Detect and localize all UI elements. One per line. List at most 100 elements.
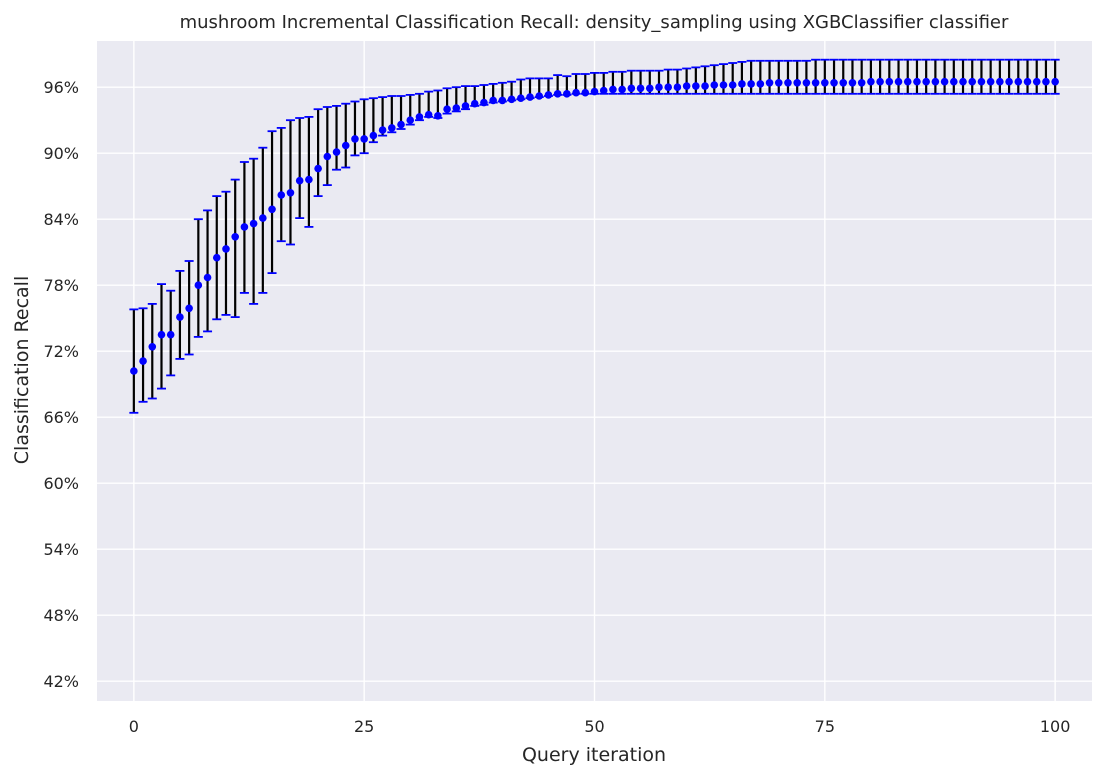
- error-bar: [783, 59, 793, 95]
- data-point: [443, 105, 451, 113]
- data-point: [599, 86, 608, 95]
- data-point: [857, 79, 866, 87]
- data-point: [701, 82, 709, 90]
- data-point: [986, 77, 995, 86]
- data-point: [710, 81, 719, 89]
- data-point: [139, 357, 147, 365]
- data-point: [655, 83, 663, 91]
- data-point: [212, 253, 221, 262]
- error-bar: [1041, 58, 1051, 95]
- error-bar: [138, 307, 148, 403]
- data-point: [821, 79, 829, 87]
- data-point: [839, 79, 848, 87]
- data-point: [194, 281, 203, 290]
- data-point: [203, 273, 212, 282]
- data-point: [507, 95, 516, 104]
- data-point: [581, 88, 590, 97]
- error-bar: [267, 130, 277, 275]
- error-bar: [866, 58, 876, 95]
- error-bar: [350, 100, 360, 157]
- error-bar: [765, 59, 775, 95]
- data-point: [434, 112, 442, 120]
- data-point: [747, 80, 755, 88]
- error-bar: [986, 58, 996, 95]
- data-point: [185, 304, 193, 313]
- y-tick-labels: 42% 48% 54% 60% 66% 72% 78% 84% 90% 96%: [43, 78, 79, 691]
- data-point: [489, 96, 497, 105]
- data-point: [885, 77, 894, 86]
- error-bar: [801, 59, 811, 95]
- error-bar: [903, 58, 913, 95]
- data-point: [738, 80, 746, 88]
- data-point: [259, 214, 267, 222]
- error-bar: [332, 105, 342, 171]
- data-point: [931, 77, 940, 86]
- data-point: [940, 77, 949, 86]
- chart-title: mushroom Incremental Classification Reca…: [180, 12, 1009, 33]
- data-point: [498, 96, 507, 105]
- error-bar: [792, 59, 802, 95]
- data-point: [176, 313, 184, 321]
- data-point: [516, 94, 525, 102]
- x-tick-labels: 0 25 50 75 100: [129, 717, 1071, 736]
- data-point: [277, 191, 286, 199]
- data-point: [609, 85, 617, 94]
- error-bar: [1050, 58, 1060, 95]
- error-bar: [995, 58, 1005, 95]
- error-bar: [967, 58, 977, 95]
- data-point: [130, 367, 138, 375]
- data-point: [388, 124, 396, 132]
- data-point: [1042, 77, 1050, 86]
- data-point: [148, 343, 157, 351]
- y-tick-label: 90%: [43, 144, 79, 163]
- data-point: [590, 87, 599, 96]
- data-point: [1032, 77, 1041, 86]
- data-point: [240, 223, 249, 231]
- error-bar: [958, 58, 968, 95]
- data-point: [673, 83, 682, 91]
- data-point: [295, 176, 304, 185]
- y-axis-label: Classification Recall: [11, 276, 33, 464]
- data-point: [157, 330, 166, 339]
- x-tick-label: 0: [129, 717, 139, 736]
- y-tick-label: 54%: [43, 540, 79, 559]
- x-tick-label: 25: [354, 717, 374, 736]
- data-point: [774, 79, 783, 87]
- data-point: [461, 102, 470, 110]
- data-point: [719, 81, 728, 89]
- error-bar: [147, 302, 157, 400]
- error-bar: [774, 59, 784, 95]
- data-point: [728, 81, 737, 89]
- data-point: [645, 84, 654, 93]
- data-point: [903, 77, 912, 86]
- data-point: [968, 77, 977, 86]
- data-point: [802, 79, 811, 87]
- data-point: [950, 77, 958, 86]
- error-bar: [847, 58, 857, 95]
- error-bar: [129, 308, 139, 414]
- x-tick-label: 75: [815, 717, 835, 736]
- error-bar: [359, 98, 369, 155]
- error-bar: [249, 157, 259, 305]
- error-bar: [857, 58, 867, 95]
- data-point: [369, 131, 378, 140]
- data-point: [1051, 77, 1059, 86]
- data-point: [682, 82, 691, 90]
- data-point: [544, 91, 553, 99]
- data-point: [351, 135, 359, 143]
- error-bar: [193, 218, 203, 338]
- error-bar: [820, 58, 830, 95]
- error-bar: [811, 58, 821, 95]
- data-point: [894, 77, 903, 86]
- error-bar: [322, 106, 332, 187]
- x-axis-label: Query iteration: [522, 744, 666, 766]
- error-bar: [341, 102, 351, 169]
- data-point: [784, 79, 792, 87]
- data-point: [1005, 77, 1013, 86]
- data-point: [977, 77, 986, 86]
- data-point: [1023, 77, 1032, 86]
- x-tick-label: 100: [1040, 717, 1071, 736]
- error-bar: [940, 58, 950, 95]
- error-bar: [718, 63, 728, 95]
- error-bar: [295, 117, 305, 220]
